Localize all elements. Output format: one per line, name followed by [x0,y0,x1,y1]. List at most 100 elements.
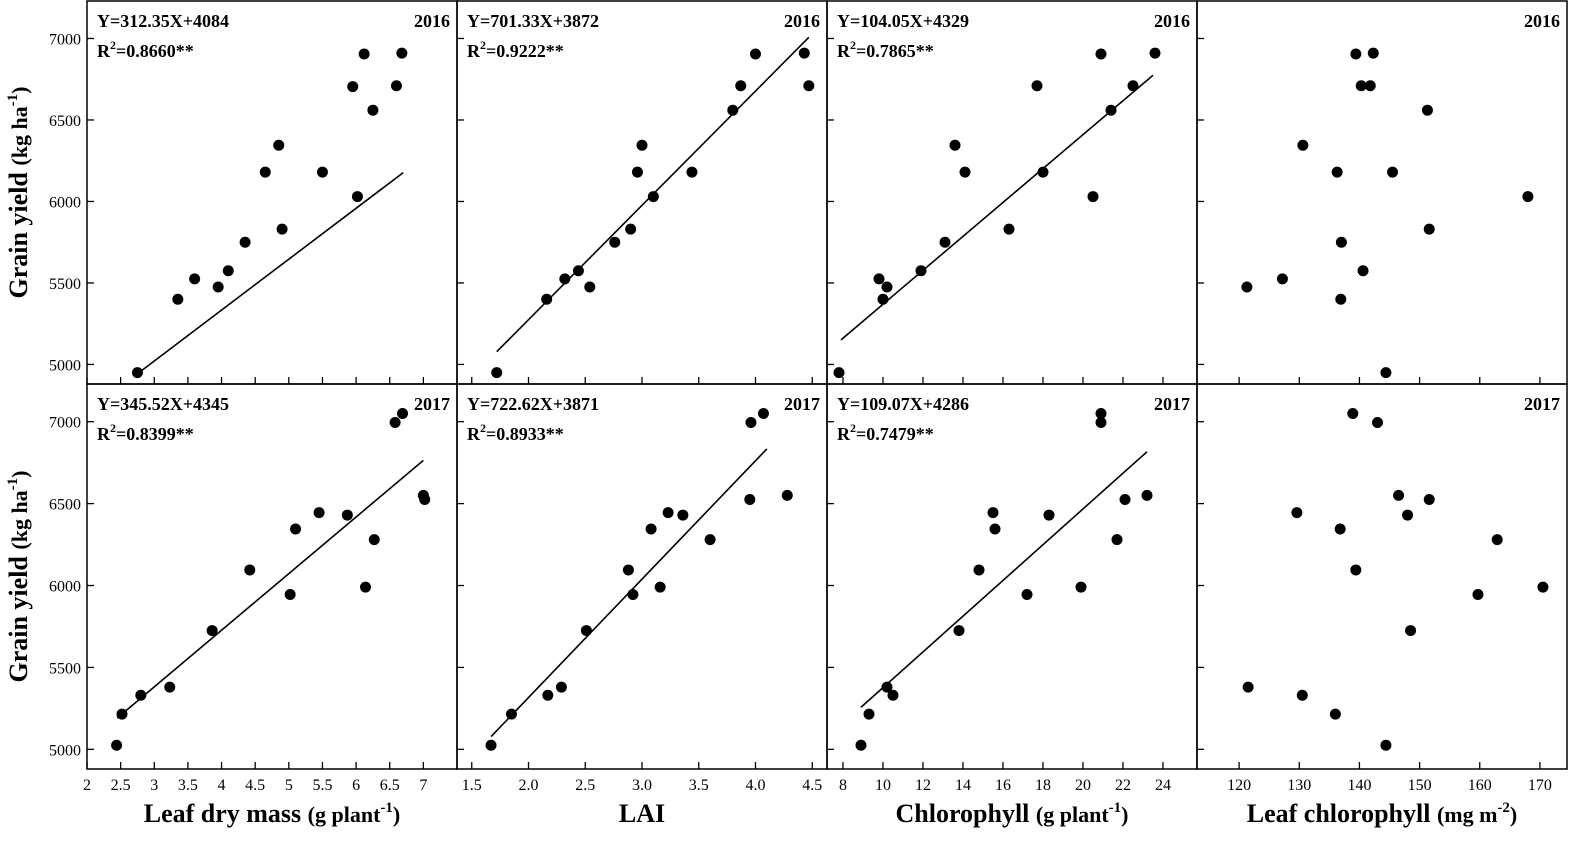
data-point [1472,589,1484,601]
panel-frame [1196,0,1568,385]
r-squared: R2=0.7479** [837,421,934,444]
data-point [419,494,431,505]
x-tick-label: 10 [875,777,891,794]
year-label: 2017 [414,394,450,414]
x-tick-label: 3.5 [689,777,709,794]
data-point [360,581,372,593]
data-point [1402,509,1414,521]
data-point [798,47,810,59]
data-point [1334,523,1346,535]
data-point [1350,48,1362,60]
data-point [833,367,845,379]
regression-equation: Y=345.52X+4345 [97,394,229,414]
x-tick-label: 7 [419,777,427,794]
data-point [1119,494,1131,505]
data-point [735,80,747,92]
data-point [368,534,380,546]
data-point [939,236,951,248]
data-point [135,689,147,701]
data-point [863,708,875,720]
data-point [276,223,288,235]
year-label: 2017 [1154,394,1190,414]
year-label: 2017 [784,394,820,414]
data-point [1522,191,1534,203]
regression-line [116,459,424,719]
data-point [1003,223,1015,235]
x-tick-label: 16 [995,777,1011,794]
data-point [1355,80,1367,92]
data-point [704,534,716,546]
x-tick-label: 3.5 [178,777,198,794]
data-point [1037,166,1049,178]
data-point [284,589,296,601]
regression-equation: Y=312.35X+4084 [97,11,229,31]
data-point [259,166,271,178]
data-point [397,407,409,419]
x-tick-label: 4.5 [245,777,265,794]
data-point [1357,265,1369,277]
data-point [855,739,867,751]
x-tick-label: 4 [218,777,226,794]
x-axis-label: Leaf chlorophyll (mg m-2) [1247,799,1518,828]
data-point [1276,273,1288,285]
data-point [358,48,370,60]
x-tick-label: 170 [1528,777,1552,794]
x-tick-label: 4.5 [802,777,822,794]
panel-2016-4: 2016 [1196,0,1568,385]
data-point [803,80,815,92]
panel-2017-2: 1.5 2.0 2.5 3.0 3.5 4.0 4.5 2017 Y=722.62X+3871 R… [456,383,828,794]
data-point [1087,191,1099,203]
data-point [654,581,666,593]
data-point [341,509,353,521]
data-point [686,166,698,178]
x-tick-label: 18 [1035,777,1051,794]
regression-equation: Y=722.62X+3871 [467,394,599,414]
data-point [189,273,201,285]
data-point [347,81,359,93]
y-tick-label: 5000 [49,742,81,759]
data-point [1149,47,1161,59]
data-point [1111,534,1123,546]
y-axis-label: Grain yield (kg ha-1) [4,470,33,682]
data-point [580,625,592,637]
x-tick-label: 140 [1347,777,1371,794]
data-point [1242,681,1254,693]
data-point [625,223,637,235]
data-point [1371,417,1383,428]
x-axis-label: LAI [619,799,665,828]
data-point [555,681,567,693]
x-tick-label: 150 [1408,777,1432,794]
regression-line [136,172,404,375]
regression-line [840,74,1154,341]
panel-2017-3: 8 10 12 14 16 18 20 22 24 2017 Y=109.07X+4286 R2=0.… [826,383,1198,794]
data-point [1367,47,1379,59]
data-point [1241,281,1253,293]
data-point [745,417,757,428]
x-tick-label: 3.0 [632,777,652,794]
y-axis-label: Grain yield (kg ha-1) [4,86,33,298]
data-point [1329,708,1341,720]
data-point [1031,80,1043,92]
year-label: 2016 [784,11,820,31]
data-point [1335,293,1347,305]
data-point [1095,48,1107,60]
data-point [662,507,674,519]
data-point [881,281,893,293]
data-point [877,293,889,305]
panel-2017-4: 120 130 140 150 160 170 2017 [1196,383,1568,794]
data-point [1387,166,1399,178]
x-tick-label: 14 [955,777,971,794]
data-point [1421,104,1433,116]
r-squared: R2=0.9222** [467,38,564,61]
panel-2016-1: 5000 5500 6000 6500 7000 2016 Y=312.35X+4084 R2… [49,0,458,385]
y-tick-label: 7000 [49,415,81,432]
r-squared: R2=0.8660** [97,38,194,61]
data-point [491,367,503,379]
data-point [1043,509,1055,521]
data-point [727,104,739,116]
data-point [1405,625,1417,637]
data-point [636,139,648,151]
year-label: 2016 [1524,11,1560,31]
data-point [1075,581,1087,593]
